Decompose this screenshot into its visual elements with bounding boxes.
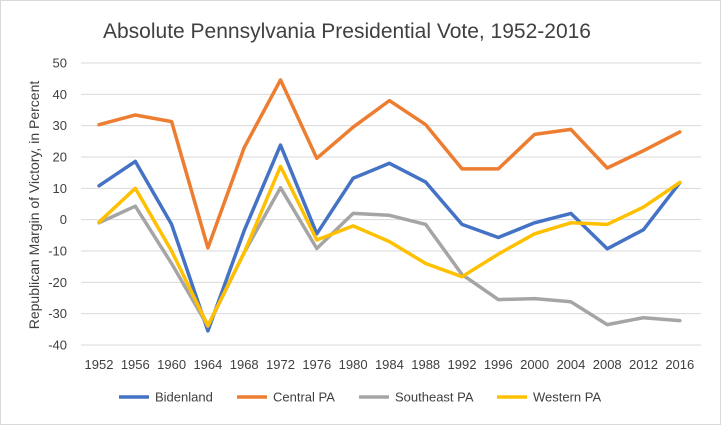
y-tick-label: 30 [53, 118, 67, 133]
y-tick-labels: -40 -30 -20 -10 0 10 20 30 40 50 [48, 56, 67, 353]
legend: Bidenland Central PA Southeast PA Western P… [119, 390, 601, 405]
series-line-bidenland [97, 143, 682, 333]
x-tick-label: 1964 [193, 357, 222, 372]
legend-item: Central PA [237, 390, 335, 405]
legend-item: Southeast PA [359, 390, 474, 405]
x-tick-label: 1972 [266, 357, 295, 372]
legend-item: Western PA [497, 390, 601, 405]
x-tick-label: 2012 [629, 357, 658, 372]
x-tick-label: 1960 [157, 357, 186, 372]
y-tick-label: 0 [60, 212, 67, 227]
y-tick-label: -40 [48, 338, 67, 353]
y-tick-label: 20 [53, 150, 67, 165]
y-tick-label: 50 [53, 56, 67, 71]
series-line-central-pa [97, 78, 682, 250]
x-tick-label: 2004 [556, 357, 585, 372]
x-tick-label: 1952 [85, 357, 114, 372]
series-line-southeast-pa [97, 185, 682, 328]
series-lines [97, 78, 682, 333]
x-tick-label: 1980 [339, 357, 368, 372]
x-tick-label: 2008 [593, 357, 622, 372]
legend-item: Bidenland [119, 390, 213, 405]
x-tick-label: 1988 [411, 357, 440, 372]
chart-title: Absolute Pennsylvania Presidential Vote,… [103, 20, 591, 43]
x-tick-label: 2016 [665, 357, 694, 372]
x-tick-labels: 1952 1956 1960 1964 1968 1972 1976 1980 1984 1988… [85, 357, 695, 372]
legend-label: Southeast PA [395, 390, 474, 405]
legend-label: Bidenland [155, 390, 213, 405]
y-axis-label: Republican Margin of Victory, in Percent [26, 81, 42, 330]
x-tick-label: 1992 [448, 357, 477, 372]
x-tick-label: 1956 [121, 357, 150, 372]
gridlines [81, 62, 701, 346]
x-tick-label: 1976 [302, 357, 331, 372]
y-tick-label: -30 [48, 306, 67, 321]
series-line-western-pa [97, 164, 682, 328]
y-tick-label: 10 [53, 181, 67, 196]
x-tick-label: 1968 [230, 357, 259, 372]
x-tick-label: 2000 [520, 357, 549, 372]
legend-label: Western PA [533, 390, 601, 405]
x-tick-label: 1996 [484, 357, 513, 372]
y-tick-label: -10 [48, 244, 67, 259]
legend-label: Central PA [273, 390, 335, 405]
y-tick-label: -20 [48, 275, 67, 290]
x-tick-label: 1984 [375, 357, 404, 372]
y-tick-label: 40 [53, 87, 67, 102]
